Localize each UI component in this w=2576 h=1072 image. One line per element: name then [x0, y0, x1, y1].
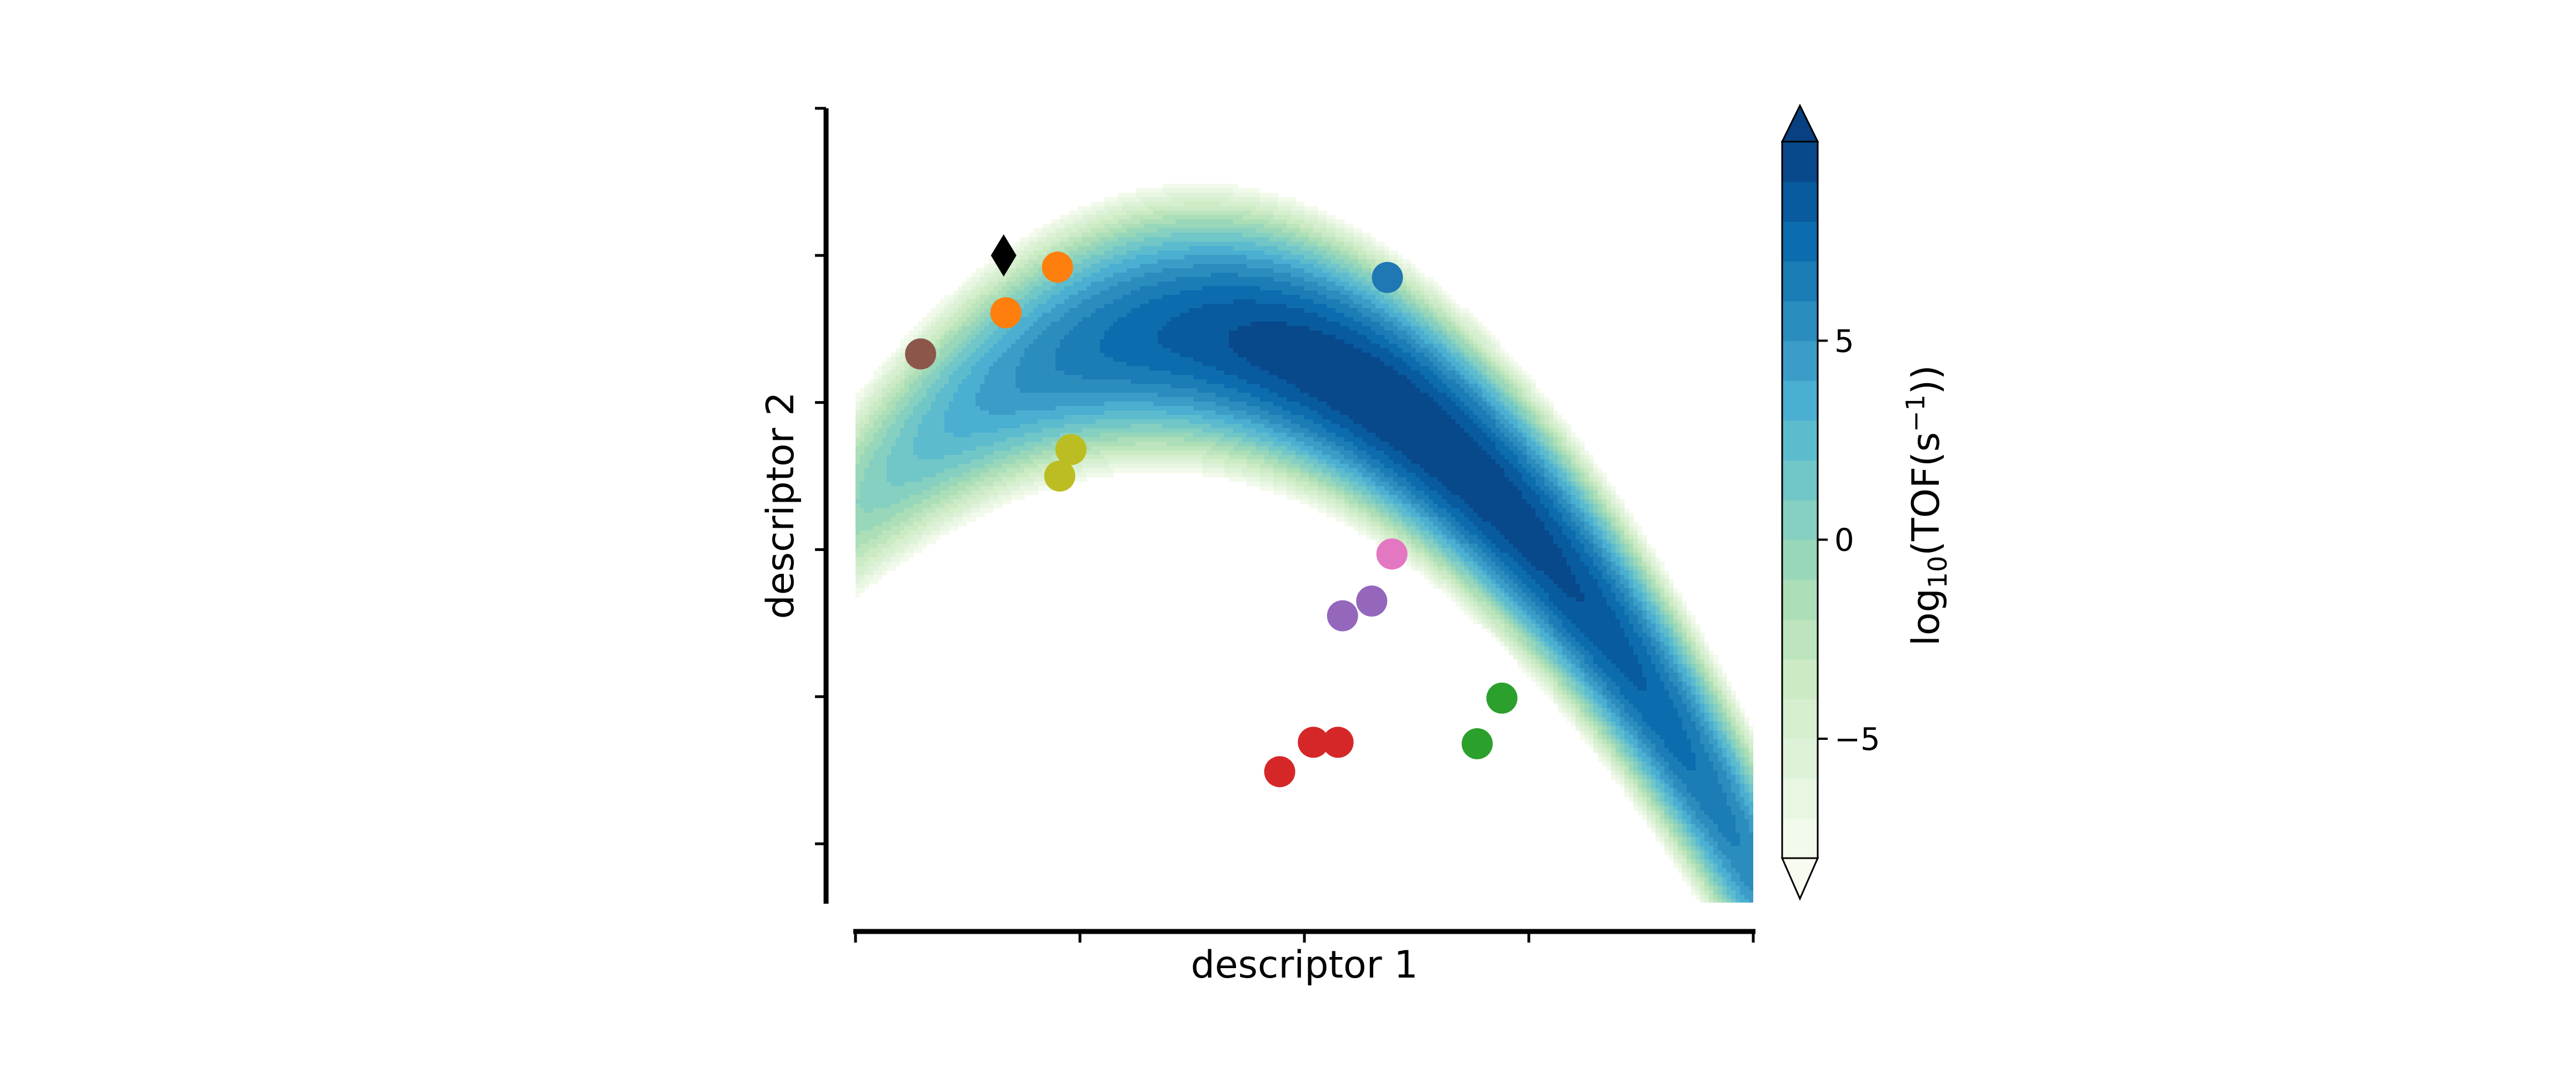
colorbar-band: [1782, 659, 1818, 699]
contour-surface: [856, 184, 1754, 904]
point-circle: [905, 338, 936, 369]
colorbar-band: [1782, 380, 1818, 420]
colorbar-extend-bottom: [1782, 858, 1818, 899]
y-axis-label: descriptor 2: [759, 392, 803, 619]
colorbar-band: [1782, 540, 1818, 580]
colorbar-band: [1782, 739, 1818, 779]
colorbar-band: [1782, 460, 1818, 500]
colorbar-band: [1782, 420, 1818, 460]
colorbar-label-prefix: log: [1904, 588, 1948, 646]
colorbar-label-subscript: 10: [1923, 556, 1953, 589]
point-circle: [1372, 262, 1403, 293]
point-circle: [1327, 600, 1358, 632]
colorbar-bands: [1782, 142, 1818, 859]
colorbar-label-suffix: )): [1904, 365, 1948, 394]
colorbar-label-main: (TOF(s: [1904, 432, 1948, 556]
point-circle: [1323, 727, 1354, 758]
colorbar-tick-label: −5: [1834, 722, 1880, 758]
colorbar-tick-label: 0: [1834, 523, 1854, 559]
colorbar-band: [1782, 699, 1818, 739]
point-circle: [991, 297, 1022, 328]
point-circle: [1056, 434, 1087, 465]
colorbar-band: [1782, 779, 1818, 819]
colorbar-extend-top: [1782, 106, 1818, 142]
colorbar: −5 0 5 log10(TOF(s−1)): [1782, 106, 1953, 899]
colorbar-band: [1782, 500, 1818, 540]
colorbar-band: [1782, 579, 1818, 619]
point-circle: [1462, 728, 1493, 759]
colorbar-ticks: −5 0 5: [1818, 323, 1880, 758]
point-circle: [1044, 460, 1076, 492]
point-circle: [1356, 585, 1387, 617]
point-circle: [1487, 683, 1518, 714]
colorbar-band: [1782, 182, 1818, 222]
point-circle: [1042, 252, 1073, 283]
colorbar-band: [1782, 340, 1818, 380]
colorbar-label-superscript: −1: [1900, 394, 1930, 432]
colorbar-band: [1782, 619, 1818, 659]
colorbar-label: log10(TOF(s−1)): [1900, 365, 1953, 646]
colorbar-band: [1782, 301, 1818, 341]
x-axis-label: descriptor 1: [1191, 943, 1418, 987]
colorbar-band: [1782, 261, 1818, 301]
colorbar-tick-label: 5: [1834, 323, 1854, 359]
colorbar-band: [1782, 818, 1818, 858]
point-circle: [1377, 538, 1408, 569]
colorbar-band: [1782, 142, 1818, 182]
point-circle: [1264, 756, 1295, 787]
colorbar-band: [1782, 221, 1818, 261]
